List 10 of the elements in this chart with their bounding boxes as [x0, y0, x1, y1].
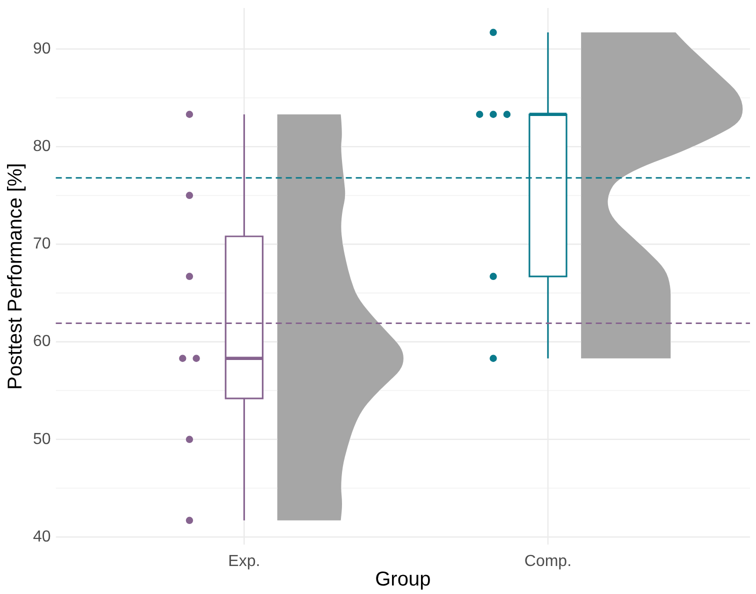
x-tick-label: Exp.	[228, 552, 260, 570]
y-tick-label: 80	[33, 138, 51, 155]
x-axis-title: Group	[375, 568, 431, 591]
y-axis-title: Posttest Performance [%]	[4, 163, 27, 390]
y-tick-label: 40	[33, 528, 51, 546]
y-tick-label: 60	[33, 333, 51, 350]
y-tick-label: 70	[33, 236, 51, 253]
y-tick-label: 90	[33, 40, 51, 58]
y-tick-label: 50	[33, 430, 51, 448]
x-tick-label: Comp.	[524, 552, 572, 570]
